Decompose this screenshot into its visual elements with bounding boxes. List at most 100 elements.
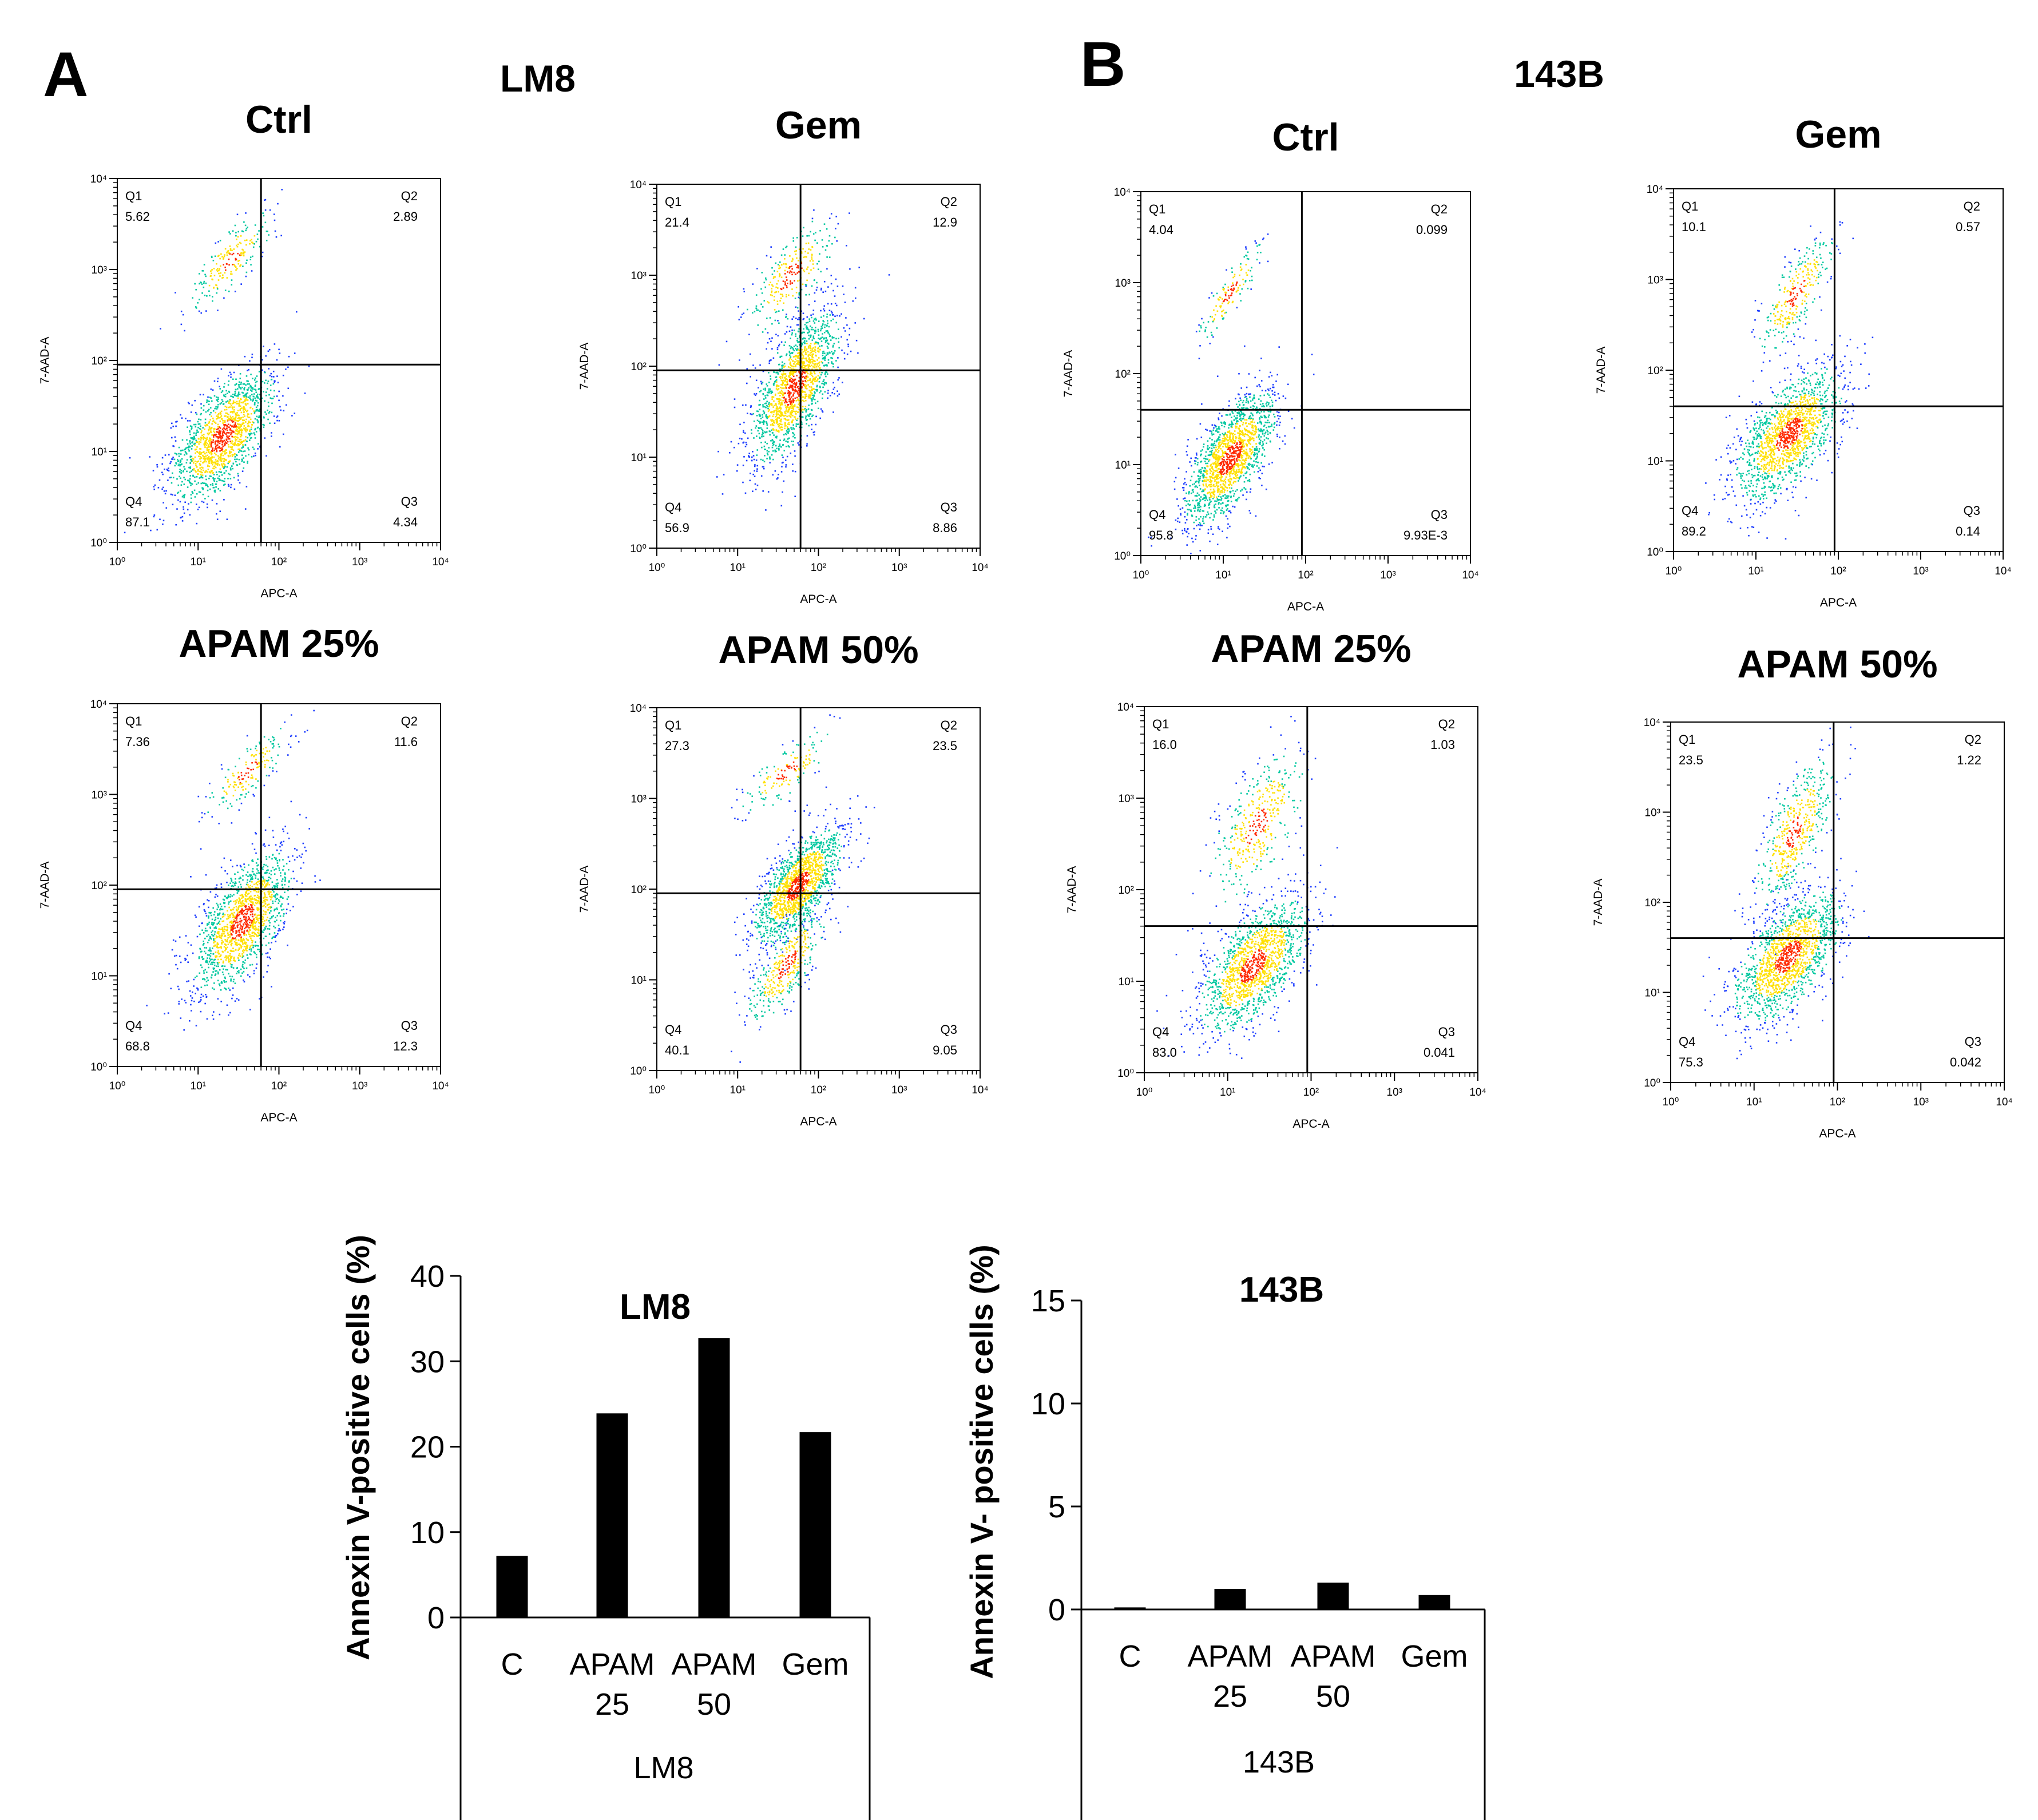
event-dot bbox=[798, 271, 800, 273]
event-dot bbox=[209, 442, 211, 443]
event-dot bbox=[202, 488, 204, 490]
event-dot bbox=[789, 380, 791, 382]
event-dot bbox=[771, 398, 773, 400]
event-dot bbox=[770, 359, 772, 361]
event-dot bbox=[200, 964, 202, 966]
event-dot bbox=[779, 368, 781, 370]
event-dot bbox=[750, 413, 752, 415]
event-dot bbox=[762, 331, 764, 333]
event-dot bbox=[205, 457, 207, 459]
event-dot bbox=[802, 399, 804, 402]
event-dot bbox=[214, 887, 216, 889]
event-dot bbox=[204, 273, 206, 276]
event-dot bbox=[217, 279, 220, 281]
event-dot bbox=[766, 318, 768, 319]
event-dot bbox=[221, 449, 223, 451]
event-dot bbox=[244, 355, 246, 358]
event-dot bbox=[827, 362, 830, 364]
event-dot bbox=[256, 918, 259, 921]
event-dot bbox=[219, 909, 221, 911]
event-dot bbox=[814, 363, 816, 364]
event-dot bbox=[244, 439, 247, 441]
event-dot bbox=[753, 437, 755, 439]
event-dot bbox=[268, 893, 270, 895]
event-dot bbox=[282, 374, 284, 376]
event-dot bbox=[249, 919, 251, 921]
event-dot bbox=[741, 438, 743, 440]
event-dot bbox=[795, 246, 797, 248]
event-dot bbox=[241, 459, 243, 461]
event-dot bbox=[807, 384, 809, 386]
event-dot bbox=[235, 930, 237, 932]
event-dot bbox=[205, 947, 208, 949]
event-dot bbox=[220, 253, 222, 255]
event-dot bbox=[264, 221, 267, 224]
event-dot bbox=[248, 417, 251, 418]
event-dot bbox=[830, 320, 832, 322]
event-dot bbox=[766, 450, 768, 452]
event-dot bbox=[207, 457, 208, 459]
event-dot bbox=[221, 972, 224, 973]
event-dot bbox=[253, 432, 255, 434]
event-dot bbox=[224, 914, 226, 916]
event-dot bbox=[255, 240, 257, 243]
event-dot bbox=[268, 348, 271, 351]
event-dot bbox=[252, 246, 255, 248]
event-dot bbox=[233, 419, 235, 421]
event-dot bbox=[228, 958, 230, 960]
event-dot bbox=[242, 383, 244, 385]
event-dot bbox=[208, 477, 210, 479]
event-dot bbox=[217, 458, 220, 460]
event-dot bbox=[236, 213, 239, 216]
event-dot bbox=[275, 898, 277, 900]
event-dot bbox=[198, 491, 200, 493]
event-dot bbox=[775, 379, 778, 381]
event-dot bbox=[778, 413, 779, 415]
event-dot bbox=[806, 375, 808, 377]
event-dot bbox=[255, 406, 257, 409]
event-dot bbox=[792, 435, 794, 438]
event-dot bbox=[248, 917, 251, 919]
event-dot bbox=[822, 320, 824, 322]
event-dot bbox=[820, 316, 822, 318]
event-dot bbox=[278, 911, 280, 914]
event-dot bbox=[165, 507, 168, 509]
event-dot bbox=[227, 392, 228, 394]
event-dot bbox=[808, 386, 811, 388]
event-dot bbox=[221, 965, 223, 968]
event-dot bbox=[227, 426, 229, 427]
event-dot bbox=[224, 425, 225, 427]
event-dot bbox=[196, 493, 198, 495]
event-dot bbox=[232, 402, 235, 403]
event-dot bbox=[812, 383, 814, 385]
event-dot bbox=[789, 358, 791, 359]
event-dot bbox=[228, 988, 229, 989]
event-dot bbox=[791, 352, 793, 354]
event-dot bbox=[808, 338, 810, 340]
event-dot bbox=[835, 322, 838, 324]
event-dot bbox=[764, 431, 767, 434]
event-dot bbox=[766, 431, 768, 433]
event-dot bbox=[227, 441, 229, 443]
event-dot bbox=[796, 356, 798, 358]
event-dot bbox=[223, 462, 225, 465]
event-dot bbox=[259, 880, 260, 882]
event-dot bbox=[223, 264, 224, 265]
event-dot bbox=[268, 912, 271, 914]
event-dot bbox=[268, 368, 269, 370]
event-dot bbox=[196, 441, 198, 442]
event-dot bbox=[206, 295, 208, 297]
event-dot bbox=[773, 371, 775, 373]
event-dot bbox=[214, 463, 216, 465]
event-dot bbox=[796, 349, 798, 351]
event-dot bbox=[227, 444, 229, 446]
event-dot bbox=[179, 475, 180, 478]
event-dot bbox=[267, 904, 269, 906]
event-dot bbox=[243, 951, 245, 954]
event-dot bbox=[256, 400, 258, 402]
event-dot bbox=[242, 422, 244, 424]
event-dot bbox=[236, 970, 239, 973]
event-dot bbox=[237, 263, 240, 265]
event-dot bbox=[204, 471, 206, 473]
event-dot bbox=[771, 284, 773, 286]
